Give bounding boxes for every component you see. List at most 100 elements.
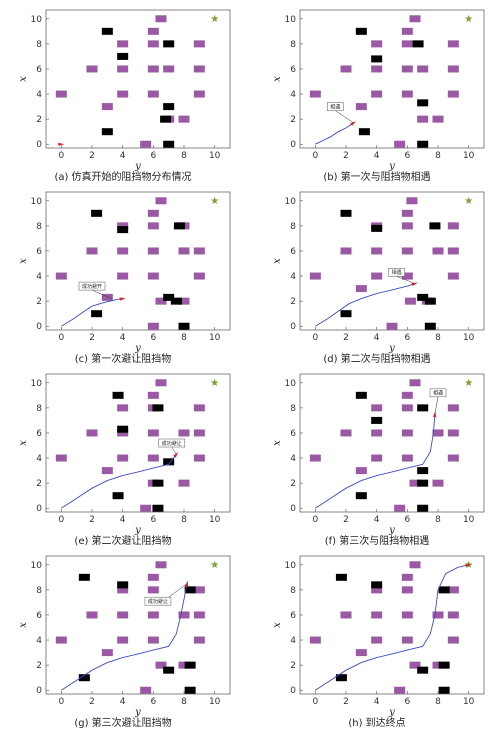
static-obstacle bbox=[155, 197, 167, 205]
static-obstacle bbox=[340, 65, 352, 73]
static-obstacle bbox=[447, 40, 459, 48]
static-obstacle bbox=[401, 586, 413, 594]
static-obstacle bbox=[409, 379, 421, 387]
dynamic-obstacle bbox=[184, 661, 196, 669]
static-obstacle bbox=[147, 611, 159, 619]
panel-caption: (e) 第二次避让阻挡物 bbox=[74, 536, 172, 547]
dynamic-obstacle bbox=[355, 27, 367, 35]
static-obstacle bbox=[309, 90, 321, 98]
static-obstacle bbox=[117, 247, 129, 255]
plot-frame bbox=[45, 191, 231, 331]
static-obstacle bbox=[117, 404, 129, 412]
static-obstacle bbox=[394, 140, 406, 148]
dynamic-obstacle bbox=[163, 666, 175, 674]
static-obstacle bbox=[371, 40, 383, 48]
dynamic-obstacle bbox=[417, 404, 429, 412]
robot-path bbox=[315, 414, 436, 509]
static-obstacle bbox=[447, 90, 459, 98]
x-tick-label: 8 bbox=[435, 515, 441, 525]
y-tick-label: 0 bbox=[290, 140, 296, 150]
static-obstacle bbox=[401, 65, 413, 73]
robot-marker bbox=[465, 563, 472, 568]
x-tick-label: 8 bbox=[435, 333, 441, 343]
static-obstacle bbox=[147, 272, 159, 280]
static-obstacle bbox=[401, 90, 413, 98]
static-obstacle bbox=[86, 247, 98, 255]
robot-marker bbox=[58, 142, 65, 146]
y-tick-label: 8 bbox=[290, 222, 296, 232]
y-tick-label: 10 bbox=[285, 561, 297, 571]
panel-caption: (b) 第一次与阻挡物相遇 bbox=[323, 172, 431, 183]
x-tick-label: 0 bbox=[58, 515, 64, 525]
static-obstacle bbox=[432, 661, 444, 669]
y-tick-label: 10 bbox=[31, 379, 43, 389]
robot-path bbox=[315, 122, 354, 145]
dynamic-obstacle bbox=[112, 391, 124, 399]
x-tick-label: 2 bbox=[343, 151, 349, 161]
y-tick-label: 4 bbox=[290, 454, 296, 464]
x-tick-label: 10 bbox=[463, 515, 475, 525]
robot-marker bbox=[433, 411, 437, 418]
static-obstacle bbox=[193, 90, 205, 98]
static-obstacle bbox=[371, 429, 383, 437]
dynamic-obstacle bbox=[173, 222, 185, 230]
dynamic-obstacle bbox=[152, 479, 164, 487]
y-tick-label: 0 bbox=[36, 140, 42, 150]
x-tick-label: 2 bbox=[343, 333, 349, 343]
static-obstacle bbox=[147, 27, 159, 35]
dynamic-obstacle bbox=[117, 425, 129, 433]
dynamic-obstacle bbox=[438, 686, 450, 694]
x-tick-label: 10 bbox=[463, 697, 475, 707]
dynamic-obstacle bbox=[163, 40, 175, 48]
dynamic-obstacle bbox=[417, 467, 429, 475]
static-obstacle bbox=[155, 297, 167, 305]
y-tick-label: 10 bbox=[285, 15, 297, 25]
static-obstacle bbox=[178, 611, 190, 619]
x-tick-label: 2 bbox=[343, 515, 349, 525]
dynamic-obstacle bbox=[424, 297, 436, 305]
goal-marker bbox=[210, 560, 219, 569]
y-tick-label: 2 bbox=[290, 479, 296, 489]
y-tick-label: 2 bbox=[290, 115, 296, 125]
static-obstacle bbox=[401, 272, 413, 280]
x-tick-label: 8 bbox=[181, 151, 187, 161]
static-obstacle bbox=[147, 454, 159, 462]
static-obstacle bbox=[340, 429, 352, 437]
static-obstacle bbox=[147, 586, 159, 594]
static-obstacle bbox=[117, 40, 129, 48]
goal-marker bbox=[210, 196, 219, 205]
annotation-leader bbox=[396, 276, 416, 284]
x-axis-label: y bbox=[134, 161, 141, 172]
static-obstacle bbox=[117, 90, 129, 98]
static-obstacle bbox=[432, 611, 444, 619]
static-obstacle bbox=[55, 272, 67, 280]
plot-frame bbox=[45, 9, 231, 149]
annotation-text: 成功避让 bbox=[148, 598, 168, 605]
x-tick-label: 0 bbox=[312, 333, 318, 343]
y-tick-label: 2 bbox=[36, 479, 42, 489]
static-obstacle bbox=[447, 222, 459, 230]
static-obstacle bbox=[147, 247, 159, 255]
static-obstacle bbox=[401, 391, 413, 399]
dynamic-obstacle bbox=[112, 492, 124, 500]
dynamic-obstacle bbox=[417, 666, 429, 674]
dynamic-obstacle bbox=[163, 103, 175, 111]
static-obstacle bbox=[447, 636, 459, 644]
plot-frame bbox=[299, 9, 485, 149]
x-tick-label: 0 bbox=[312, 151, 318, 161]
x-tick-label: 6 bbox=[404, 333, 410, 343]
static-obstacle bbox=[193, 636, 205, 644]
static-obstacle bbox=[404, 297, 416, 305]
robot-path bbox=[315, 564, 469, 691]
static-obstacle bbox=[401, 611, 413, 619]
dynamic-obstacle bbox=[340, 209, 352, 217]
x-tick-label: 8 bbox=[435, 697, 441, 707]
x-tick-label: 0 bbox=[312, 697, 318, 707]
chart-plot: 0 2 4 6 8 10 0 2 4 6 8 10 y x 相遇 bbox=[272, 191, 485, 354]
x-axis-label: y bbox=[388, 161, 395, 172]
dynamic-obstacle bbox=[163, 458, 175, 466]
y-tick-label: 4 bbox=[290, 90, 296, 100]
annotation-leader bbox=[91, 289, 113, 299]
static-obstacle bbox=[355, 649, 367, 657]
y-tick-label: 10 bbox=[31, 15, 43, 25]
